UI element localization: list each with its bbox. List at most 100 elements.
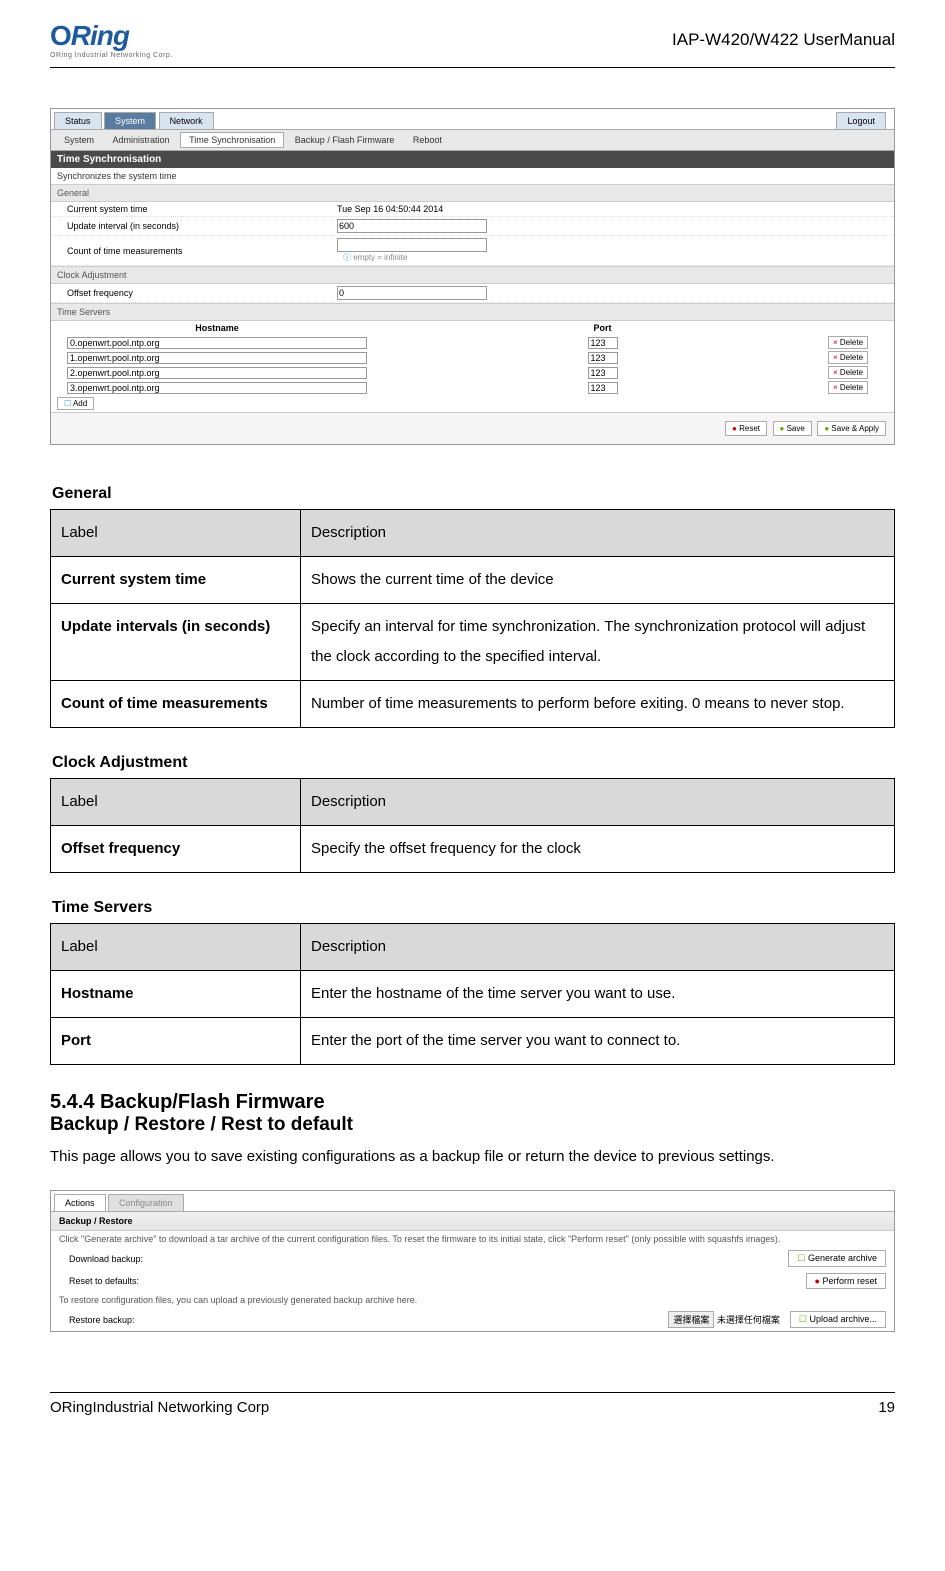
table-row-label: Hostname bbox=[51, 971, 301, 1018]
save-button[interactable]: Save bbox=[773, 421, 812, 436]
ts-host-input[interactable] bbox=[67, 382, 367, 394]
main-tabs: Status System Network Logout bbox=[51, 109, 894, 129]
ts-row: Delete bbox=[51, 335, 894, 350]
th-label: Label bbox=[51, 779, 301, 826]
s2-heading: Backup / Restore bbox=[51, 1211, 894, 1231]
row-current-time: Current system time Tue Sep 16 04:50:44 … bbox=[51, 202, 894, 217]
fieldset-general: General bbox=[51, 184, 894, 202]
s2-tabs: Actions Configuration bbox=[51, 1191, 894, 1211]
ts-port-input[interactable] bbox=[588, 382, 618, 394]
footer-page-number: 19 bbox=[878, 1399, 895, 1416]
value-current-time: Tue Sep 16 04:50:44 2014 bbox=[337, 204, 888, 214]
subtab-reboot[interactable]: Reboot bbox=[405, 133, 450, 147]
ts-port-input[interactable] bbox=[588, 352, 618, 364]
sub-tabs: System Administration Time Synchronisati… bbox=[51, 129, 894, 151]
ts-row: Delete bbox=[51, 350, 894, 365]
row-restore-backup: Restore backup: 選擇檔案 未選擇任何檔案 Upload arch… bbox=[51, 1308, 894, 1331]
ts-header-port: Port bbox=[377, 323, 828, 333]
perform-reset-button[interactable]: Perform reset bbox=[806, 1273, 886, 1289]
upload-archive-button[interactable]: Upload archive... bbox=[790, 1311, 886, 1328]
ts-host-input[interactable] bbox=[67, 352, 367, 364]
s2-restore-desc: To restore configuration files, you can … bbox=[51, 1292, 894, 1308]
table-row-label: Port bbox=[51, 1018, 301, 1065]
tab-configuration[interactable]: Configuration bbox=[108, 1194, 184, 1211]
reset-button[interactable]: Reset bbox=[725, 421, 767, 436]
table-row-desc: Specify an interval for time synchroniza… bbox=[301, 604, 895, 681]
subtab-system[interactable]: System bbox=[56, 133, 102, 147]
label-update-interval: Update interval (in seconds) bbox=[57, 221, 337, 231]
table-row-desc: Specify the offset frequency for the clo… bbox=[301, 826, 895, 873]
action-buttons: Reset Save Save & Apply bbox=[51, 412, 894, 444]
add-server-button[interactable]: Add bbox=[57, 397, 94, 410]
ts-host-input[interactable] bbox=[67, 367, 367, 379]
s2-description: Click "Generate archive" to download a t… bbox=[51, 1231, 894, 1247]
ts-host-input[interactable] bbox=[67, 337, 367, 349]
screenshot-backup-restore: Actions Configuration Backup / Restore C… bbox=[50, 1190, 895, 1332]
label-reset-defaults: Reset to defaults: bbox=[59, 1276, 239, 1286]
tab-status[interactable]: Status bbox=[54, 112, 102, 129]
panel-subtitle: Synchronizes the system time bbox=[51, 168, 894, 184]
save-apply-button[interactable]: Save & Apply bbox=[817, 421, 886, 436]
hint-count: empty = infinite bbox=[343, 253, 407, 262]
tab-actions[interactable]: Actions bbox=[54, 1194, 106, 1211]
row-offset-freq: Offset frequency bbox=[51, 284, 894, 303]
panel-title: Time Synchronisation bbox=[51, 151, 894, 168]
th-label: Label bbox=[51, 510, 301, 557]
input-count[interactable] bbox=[337, 238, 487, 252]
subtab-timesync[interactable]: Time Synchronisation bbox=[180, 132, 284, 148]
page-header: ORing ORing Industrial Networking Corp. … bbox=[50, 20, 895, 59]
label-current-time: Current system time bbox=[57, 204, 337, 214]
subtab-backup[interactable]: Backup / Flash Firmware bbox=[287, 133, 403, 147]
footer-left: ORingIndustrial Networking Corp bbox=[50, 1399, 269, 1416]
section-heading: 5.4.4 Backup/Flash Firmware bbox=[50, 1091, 895, 1114]
table-row-label: Current system time bbox=[51, 557, 301, 604]
logo: ORing bbox=[50, 20, 173, 52]
section-body: This page allows you to save existing co… bbox=[50, 1142, 895, 1172]
table-row-desc: Enter the hostname of the time server yo… bbox=[301, 971, 895, 1018]
screenshot-time-sync: Status System Network Logout System Admi… bbox=[50, 108, 895, 445]
page-footer: ORingIndustrial Networking Corp 19 bbox=[50, 1392, 895, 1416]
label-offset-freq: Offset frequency bbox=[57, 288, 337, 298]
th-label: Label bbox=[51, 924, 301, 971]
label-download-backup: Download backup: bbox=[59, 1254, 239, 1264]
label-count: Count of time measurements bbox=[57, 246, 337, 256]
th-desc: Description bbox=[301, 510, 895, 557]
input-offset-freq[interactable] bbox=[337, 286, 487, 300]
logo-block: ORing ORing Industrial Networking Corp. bbox=[50, 20, 173, 59]
fieldset-timeservers: Time Servers bbox=[51, 303, 894, 321]
table-clock-title: Clock Adjustment bbox=[52, 754, 893, 772]
generate-archive-button[interactable]: Generate archive bbox=[788, 1250, 886, 1267]
delete-server-button[interactable]: Delete bbox=[828, 366, 868, 379]
no-file-label: 未選擇任何檔案 bbox=[717, 1315, 780, 1325]
table-timeservers-title: Time Servers bbox=[52, 899, 893, 917]
tab-network[interactable]: Network bbox=[159, 112, 214, 129]
fieldset-clock-adj: Clock Adjustment bbox=[51, 266, 894, 284]
delete-server-button[interactable]: Delete bbox=[828, 336, 868, 349]
table-row-label: Update intervals (in seconds) bbox=[51, 604, 301, 681]
header-rule bbox=[50, 67, 895, 68]
choose-file-button[interactable]: 選擇檔案 bbox=[668, 1311, 714, 1328]
logo-subtitle: ORing Industrial Networking Corp. bbox=[50, 52, 173, 59]
ts-port-input[interactable] bbox=[588, 367, 618, 379]
tab-logout[interactable]: Logout bbox=[836, 112, 886, 129]
ts-row: Delete bbox=[51, 365, 894, 380]
delete-server-button[interactable]: Delete bbox=[828, 351, 868, 364]
table-row-desc: Enter the port of the time server you wa… bbox=[301, 1018, 895, 1065]
subtab-admin[interactable]: Administration bbox=[105, 133, 178, 147]
document-title: IAP-W420/W422 UserManual bbox=[672, 30, 895, 50]
row-reset-defaults: Reset to defaults: Perform reset bbox=[51, 1270, 894, 1292]
logo-o: O bbox=[50, 20, 71, 51]
table-general: Label Description Current system timeSho… bbox=[50, 509, 895, 728]
ts-port-input[interactable] bbox=[588, 337, 618, 349]
row-count-measurements: Count of time measurements empty = infin… bbox=[51, 236, 894, 266]
table-row-desc: Shows the current time of the device bbox=[301, 557, 895, 604]
ts-row: Delete bbox=[51, 380, 894, 395]
table-timeservers: Label Description HostnameEnter the host… bbox=[50, 923, 895, 1065]
row-download-backup: Download backup: Generate archive bbox=[51, 1247, 894, 1270]
tab-system[interactable]: System bbox=[104, 112, 156, 129]
delete-server-button[interactable]: Delete bbox=[828, 381, 868, 394]
section-subheading: Backup / Restore / Rest to default bbox=[50, 1114, 895, 1136]
input-update-interval[interactable] bbox=[337, 219, 487, 233]
ts-rows-container: Delete Delete Delete Delete bbox=[51, 335, 894, 395]
row-update-interval: Update interval (in seconds) bbox=[51, 217, 894, 236]
